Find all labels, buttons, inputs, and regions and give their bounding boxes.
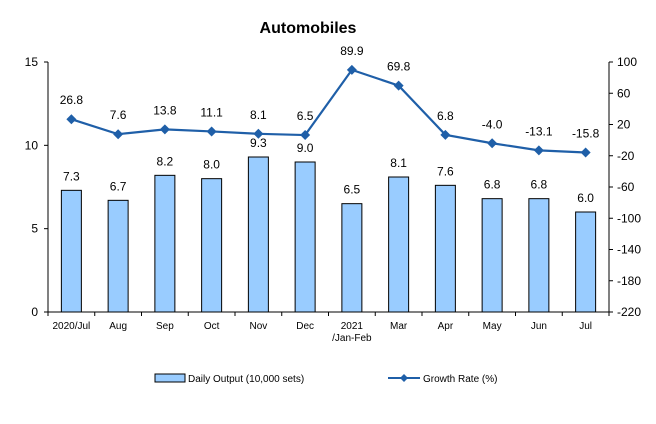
bar-data-label: 8.1 [390, 156, 407, 170]
bar-data-label: 6.8 [484, 178, 501, 192]
legend-bar-swatch [154, 373, 186, 383]
growth-rate-point [393, 80, 404, 91]
bar-data-label: 6.7 [110, 179, 127, 193]
line-data-label: -4.0 [482, 117, 503, 131]
bar-daily-output [60, 189, 82, 313]
x-tick-label: Mar [390, 321, 408, 332]
y-right-tick-label: -180 [617, 274, 641, 288]
y-right-tick-label: 100 [617, 55, 637, 69]
line-data-label: -15.8 [572, 126, 600, 140]
y-left-tick-label: 10 [25, 138, 39, 152]
x-tick-label: 2021/Jan-Feb [332, 321, 372, 344]
bar-data-label: 8.2 [157, 154, 174, 168]
y-right-tick-label: -140 [617, 243, 641, 257]
growth-rate-point [66, 114, 77, 125]
bar-data-label: 7.6 [437, 164, 454, 178]
bar-data-label: 6.0 [577, 191, 594, 205]
bar-data-label: 7.3 [63, 169, 80, 183]
y-left-tick-label: 15 [25, 55, 39, 69]
bar-data-label: 9.3 [250, 136, 267, 150]
line-data-label: 13.8 [153, 103, 177, 117]
bar-daily-output [434, 184, 456, 313]
growth-rate-point [533, 145, 544, 156]
x-tick-label: Jun [531, 321, 547, 332]
bar-data-label: 8.0 [203, 158, 220, 172]
growth-rate-point [440, 129, 451, 140]
growth-rate-point [159, 124, 170, 135]
y-right-tick-label: 20 [617, 118, 631, 132]
line-data-label: 69.8 [387, 60, 411, 74]
growth-rate-point [253, 128, 264, 139]
line-data-label: 8.1 [250, 108, 267, 122]
y-right-tick-label: -60 [617, 180, 635, 194]
bar-data-label: 6.8 [531, 178, 548, 192]
bar-daily-output [201, 178, 223, 313]
growth-rate-point [487, 138, 498, 149]
x-tick-label: May [483, 321, 502, 332]
bar-daily-output [247, 156, 269, 313]
line-data-label: -13.1 [525, 124, 553, 138]
y-left-tick-label: 0 [31, 305, 38, 319]
line-data-label: 6.8 [437, 109, 454, 123]
chart-title: Automobiles [260, 20, 357, 37]
line-data-label: 89.9 [340, 44, 364, 58]
x-tick-label: Jul [579, 321, 592, 332]
legend-label-growth-rate: Growth Rate (%) [423, 374, 497, 385]
x-tick-label: Oct [204, 321, 220, 332]
legend-line-marker [400, 374, 408, 382]
x-tick-label: Apr [438, 321, 454, 332]
growth-rate-point [346, 64, 357, 75]
growth-rate-point [206, 126, 217, 137]
line-data-label: 11.1 [200, 105, 223, 119]
legend-label-daily-output: Daily Output (10,000 sets) [188, 374, 304, 385]
line-data-label: 6.5 [297, 109, 314, 123]
bar-daily-output [154, 174, 176, 313]
bar-data-label: 6.5 [344, 183, 361, 197]
x-tick-label: Nov [249, 321, 267, 332]
bar-daily-output [388, 176, 410, 313]
y-right-tick-label: -220 [617, 305, 641, 319]
x-tick-label: Sep [156, 321, 174, 332]
bar-daily-output [575, 211, 597, 313]
y-right-tick-label: 60 [617, 86, 631, 100]
bar-daily-output [481, 198, 503, 313]
growth-rate-point [580, 147, 591, 158]
line-data-label: 26.8 [60, 93, 84, 107]
x-tick-label: Aug [109, 321, 127, 332]
line-data-label: 7.6 [110, 108, 127, 122]
y-right-tick-label: -20 [617, 149, 635, 163]
bar-daily-output [294, 161, 316, 313]
y-right-tick-label: -100 [617, 211, 641, 225]
bar-daily-output [528, 198, 550, 313]
growth-rate-point [113, 129, 124, 140]
x-tick-label: Dec [296, 321, 314, 332]
growth-rate-line [71, 68, 586, 154]
bar-daily-output [341, 203, 363, 313]
bar-data-label: 9.0 [297, 141, 314, 155]
growth-rate-point [300, 130, 311, 141]
x-tick-label: 2020/Jul [52, 321, 90, 332]
y-left-tick-label: 5 [31, 222, 38, 236]
bar-daily-output [107, 199, 129, 313]
